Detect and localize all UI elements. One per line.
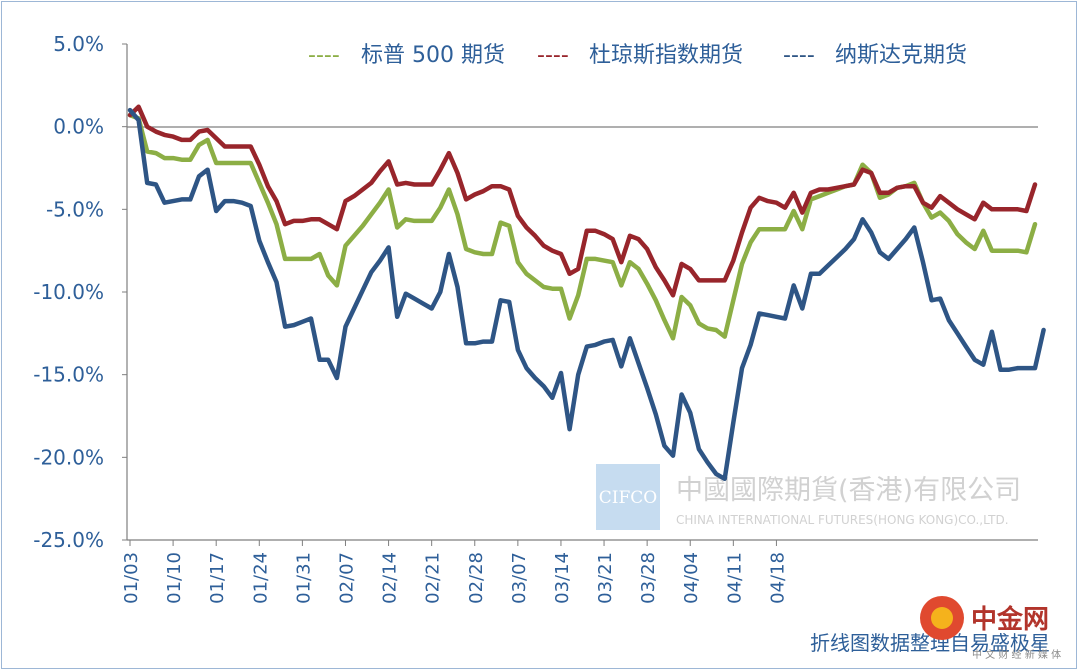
y-tick-label: -20.0% bbox=[33, 445, 104, 469]
y-tick-label: -25.0% bbox=[33, 528, 104, 552]
x-tick-label: 01/24 bbox=[250, 552, 271, 604]
x-tick-label: 02/07 bbox=[336, 552, 357, 604]
legend-dash-nasdaq: ---- bbox=[783, 43, 815, 68]
legend-label-sp500: 标普 500 期货 bbox=[361, 43, 505, 68]
series-line-dow bbox=[127, 104, 1038, 298]
watermark-company-cn: 中國國際期貨(香港)有限公司 bbox=[676, 475, 1021, 506]
legend-dash-sp500: ---- bbox=[308, 43, 340, 68]
site-logo-icon-core bbox=[931, 607, 953, 629]
y-tick-label: -5.0% bbox=[46, 197, 104, 221]
y-tick-label: -15.0% bbox=[33, 363, 104, 387]
x-tick-label: 02/21 bbox=[423, 552, 444, 604]
x-tick-label: 03/07 bbox=[509, 552, 530, 604]
x-tick-label: 02/28 bbox=[466, 552, 487, 604]
x-tick-label: 03/21 bbox=[595, 552, 616, 604]
x-tick-label: 02/14 bbox=[380, 552, 401, 604]
x-tick-label: 01/10 bbox=[164, 552, 185, 604]
x-tick-label: 04/04 bbox=[681, 552, 702, 604]
series-line-nasdaq bbox=[127, 107, 1046, 482]
y-tick-label: 5.0% bbox=[53, 32, 104, 56]
x-tick-label: 03/28 bbox=[638, 552, 659, 604]
watermark-company-en: CHINA INTERNATIONAL FUTURES(HONG KONG)CO… bbox=[676, 513, 1009, 527]
chart-legend: ---- 标普 500 期货 ---- 杜琼斯指数期货 ---- 纳斯达克期货 bbox=[308, 43, 967, 68]
series-line-sp500 bbox=[127, 112, 1038, 341]
x-tick-label: 03/14 bbox=[552, 552, 573, 604]
site-logo: 中金网 中 文 财 经 新 媒 体 bbox=[920, 596, 1061, 661]
x-tick-label: 04/11 bbox=[724, 552, 745, 604]
cifco-logo-block bbox=[596, 464, 660, 530]
site-logo-name: 中金网 bbox=[971, 604, 1049, 635]
cifco-watermark: CIFCO 中國國際期貨(香港)有限公司 CHINA INTERNATIONAL… bbox=[596, 464, 1021, 530]
y-tick-label: 0.0% bbox=[53, 115, 104, 139]
x-tick-label: 04/18 bbox=[767, 552, 788, 604]
site-logo-sub: 中 文 财 经 新 媒 体 bbox=[972, 648, 1061, 661]
y-tick-label: -10.0% bbox=[33, 280, 104, 304]
x-tick-label: 01/17 bbox=[207, 552, 228, 604]
cifco-logo-text: CIFCO bbox=[599, 488, 657, 508]
x-tick-label: 01/03 bbox=[121, 552, 142, 604]
legend-label-dow: 杜琼斯指数期货 bbox=[589, 43, 743, 68]
legend-label-nasdaq: 纳斯达克期货 bbox=[835, 43, 967, 68]
x-tick-label: 01/31 bbox=[293, 552, 314, 604]
legend-dash-dow: ---- bbox=[537, 43, 569, 68]
